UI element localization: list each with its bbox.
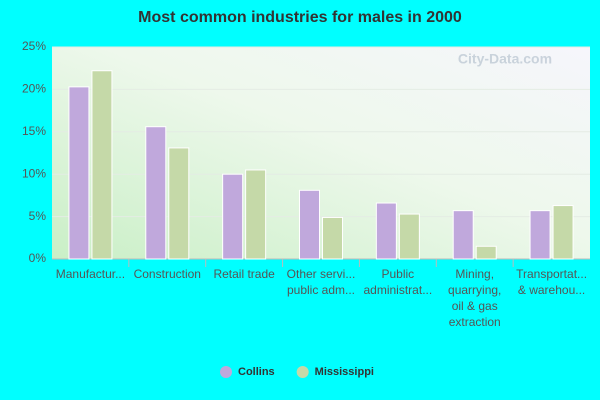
bar [529, 210, 551, 260]
y-tick-label: 0% [29, 251, 47, 265]
y-tick-label: 5% [29, 209, 47, 223]
bar [322, 216, 343, 260]
bar [375, 202, 397, 260]
bar [145, 126, 167, 260]
x-tick-label: Construction [134, 267, 201, 281]
bar [398, 213, 420, 260]
y-tick-label: 25% [22, 39, 46, 53]
bar [552, 205, 574, 260]
x-tick-label: Retail trade [213, 267, 275, 281]
y-tick-label: 20% [22, 82, 46, 96]
bar [245, 169, 267, 260]
bar [299, 189, 320, 260]
bar [222, 173, 244, 260]
x-tick-label: Public administrat... [364, 267, 433, 297]
x-tick-label: Transportat... & warehou... [516, 267, 587, 297]
watermark: City-Data.com [458, 51, 552, 67]
legend-label: Collins [238, 366, 275, 378]
legend-label: Mississippi [315, 366, 374, 378]
plot-area [52, 47, 590, 259]
legend-marker [296, 366, 309, 378]
bar [68, 86, 90, 260]
x-tick-label: Other servi... public adm... [287, 267, 356, 297]
y-tick-label: 10% [22, 166, 46, 180]
legend: Collins Mississippi [220, 366, 374, 378]
x-tick-label: Manufactur... [56, 267, 125, 281]
x-tick-label: Mining, quarrying, oil & gas extraction [448, 267, 501, 329]
y-tick-label: 15% [22, 124, 46, 138]
bar [452, 210, 474, 260]
legend-marker [220, 366, 232, 378]
bar [91, 70, 113, 260]
bar [475, 245, 497, 260]
bar [168, 147, 190, 260]
chart-title: Most common industries for males in 2000 [138, 9, 462, 26]
